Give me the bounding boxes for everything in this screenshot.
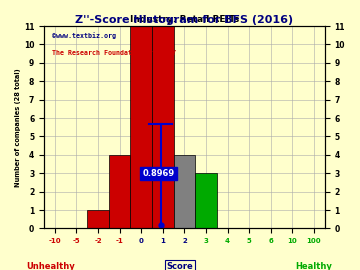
Bar (130, 26, 152, 228)
Text: The Research Foundation of SUNY: The Research Foundation of SUNY (53, 50, 176, 56)
Text: 0.8969: 0.8969 (142, 169, 175, 178)
Text: Healthy: Healthy (295, 262, 332, 270)
Text: Industry: Retail REITs: Industry: Retail REITs (130, 15, 239, 24)
Bar (195, 173, 217, 228)
Bar (152, 26, 174, 228)
Bar (109, 155, 130, 228)
Bar (87, 210, 109, 228)
Title: Z''-Score Histogram for BFS (2016): Z''-Score Histogram for BFS (2016) (75, 15, 293, 25)
Text: Unhealthy: Unhealthy (26, 262, 75, 270)
Y-axis label: Number of companies (28 total): Number of companies (28 total) (15, 68, 21, 187)
Text: ©www.textbiz.org: ©www.textbiz.org (53, 32, 116, 39)
Bar (174, 155, 195, 228)
Text: Score: Score (167, 262, 193, 270)
